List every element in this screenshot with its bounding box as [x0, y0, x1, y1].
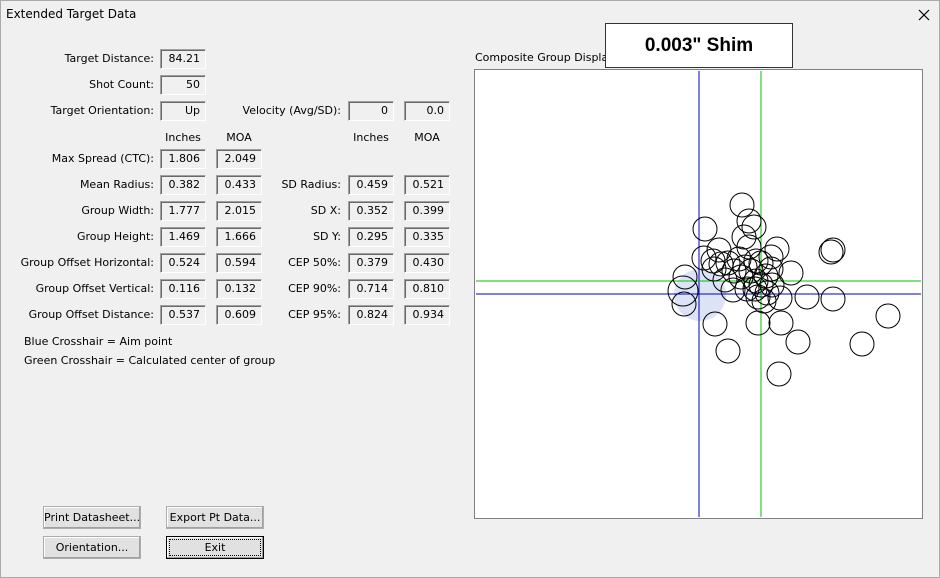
- field-value: 0.295: [348, 227, 394, 247]
- field-value: 0.116: [160, 279, 206, 299]
- legend-note: Green Crosshair = Calculated center of g…: [24, 354, 276, 367]
- field-value: 0.594: [216, 253, 262, 273]
- field-label: CEP 50%:: [288, 256, 341, 269]
- group-display: [474, 69, 923, 519]
- column-header: Inches: [165, 131, 201, 144]
- field-value: 84.21: [160, 49, 206, 69]
- field-label: Max Spread (CTC):: [51, 152, 154, 165]
- field-value: 1.806: [160, 149, 206, 169]
- field-value: 0.382: [160, 175, 206, 195]
- field-value: 0.0: [404, 101, 450, 121]
- field-value: 2.015: [216, 201, 262, 221]
- button[interactable]: Orientation...: [43, 536, 141, 559]
- field-label: Group Width:: [81, 204, 154, 217]
- field-value: 0.810: [404, 279, 450, 299]
- column-header: MOA: [226, 131, 252, 144]
- field-label: SD Radius:: [281, 178, 341, 191]
- field-value: 0.399: [404, 201, 450, 221]
- field-value: 0.379: [348, 253, 394, 273]
- field-label: CEP 95%:: [288, 308, 341, 321]
- field-label: Target Orientation:: [50, 104, 154, 117]
- field-value: 0.824: [348, 305, 394, 325]
- column-header: Inches: [353, 131, 389, 144]
- field-label: SD X:: [310, 204, 341, 217]
- field-value: 0: [348, 101, 394, 121]
- field-label: Target Distance:: [64, 52, 154, 65]
- field-value: 0.433: [216, 175, 262, 195]
- field-value: 1.777: [160, 201, 206, 221]
- shim-banner: 0.003" Shim: [605, 23, 793, 68]
- field-value: 0.609: [216, 305, 262, 325]
- button[interactable]: Exit: [166, 536, 264, 559]
- field-label: Group Height:: [76, 230, 154, 243]
- field-label: CEP 90%:: [288, 282, 341, 295]
- field-label: Group Offset Horizontal:: [20, 256, 154, 269]
- field-label: Group Offset Distance:: [28, 308, 154, 321]
- button[interactable]: Print Datasheet...: [43, 506, 141, 529]
- field-label: Shot Count:: [89, 78, 154, 91]
- button[interactable]: Export Pt Data...: [166, 506, 264, 529]
- field-value: 0.335: [404, 227, 450, 247]
- field-value: 1.666: [216, 227, 262, 247]
- field-value: 0.714: [348, 279, 394, 299]
- field-value: 0.459: [348, 175, 394, 195]
- field-value: 0.521: [404, 175, 450, 195]
- field-value: Up: [160, 101, 206, 121]
- display-label: Composite Group Display: [475, 51, 615, 64]
- legend-note: Blue Crosshair = Aim point: [24, 335, 173, 348]
- field-label: Velocity (Avg/SD):: [242, 104, 341, 117]
- field-label: Group Offset Vertical:: [35, 282, 154, 295]
- field-value: 50: [160, 75, 206, 95]
- window-title: Extended Target Data: [6, 7, 137, 21]
- field-value: 0.537: [160, 305, 206, 325]
- close-button[interactable]: [915, 6, 933, 24]
- field-value: 0.352: [348, 201, 394, 221]
- field-label: Mean Radius:: [79, 178, 154, 191]
- field-value: 0.132: [216, 279, 262, 299]
- field-label: SD Y:: [313, 230, 341, 243]
- field-value: 0.430: [404, 253, 450, 273]
- field-value: 1.469: [160, 227, 206, 247]
- field-value: 0.524: [160, 253, 206, 273]
- column-header: MOA: [414, 131, 440, 144]
- field-value: 0.934: [404, 305, 450, 325]
- field-value: 2.049: [216, 149, 262, 169]
